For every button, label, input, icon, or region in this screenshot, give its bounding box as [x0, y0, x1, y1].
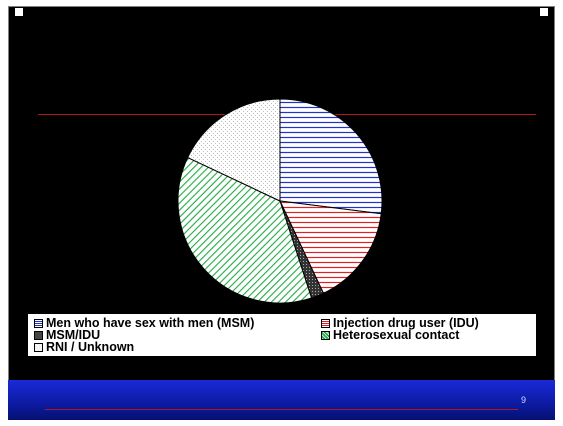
legend-label-idu: Injection drug user (IDU): [333, 316, 479, 330]
legend-item-heterosexual: Heterosexual contact: [321, 329, 459, 342]
legend-item-msm: Men who have sex with men (MSM): [34, 317, 254, 330]
legend-swatch-idu: [321, 319, 330, 328]
pie-slice-unknown: [187, 98, 281, 202]
pie-slice-idu: [279, 200, 382, 294]
slide-corner-marker: [15, 8, 23, 16]
legend-swatch-unknown: [34, 343, 43, 352]
page-number: 9: [521, 395, 527, 405]
footer-band: [8, 380, 555, 420]
legend-label-heterosexual: Heterosexual contact: [333, 328, 460, 342]
slide-corner-marker: [540, 8, 548, 16]
pie-slice-msm: [279, 98, 383, 215]
footer-divider: [45, 409, 518, 410]
legend-item-msm-idu: MSM/IDU: [34, 329, 100, 342]
legend-item-unknown: RNI / Unknown: [34, 341, 134, 354]
pie-slice-heterosexual: [177, 156, 313, 304]
legend-item-idu: Injection drug user (IDU): [321, 317, 479, 330]
legend-swatch-heterosexual: [321, 331, 330, 340]
legend-label-unknown: RNI / Unknown: [46, 340, 135, 354]
legend-label-msm: Men who have sex with men (MSM): [46, 316, 255, 330]
chart-legend: Men who have sex with men (MSM) Injectio…: [28, 314, 536, 356]
legend-swatch-msm-idu: [34, 331, 43, 340]
legend-label-msm-idu: MSM/IDU: [46, 328, 101, 342]
legend-swatch-msm: [34, 319, 43, 328]
